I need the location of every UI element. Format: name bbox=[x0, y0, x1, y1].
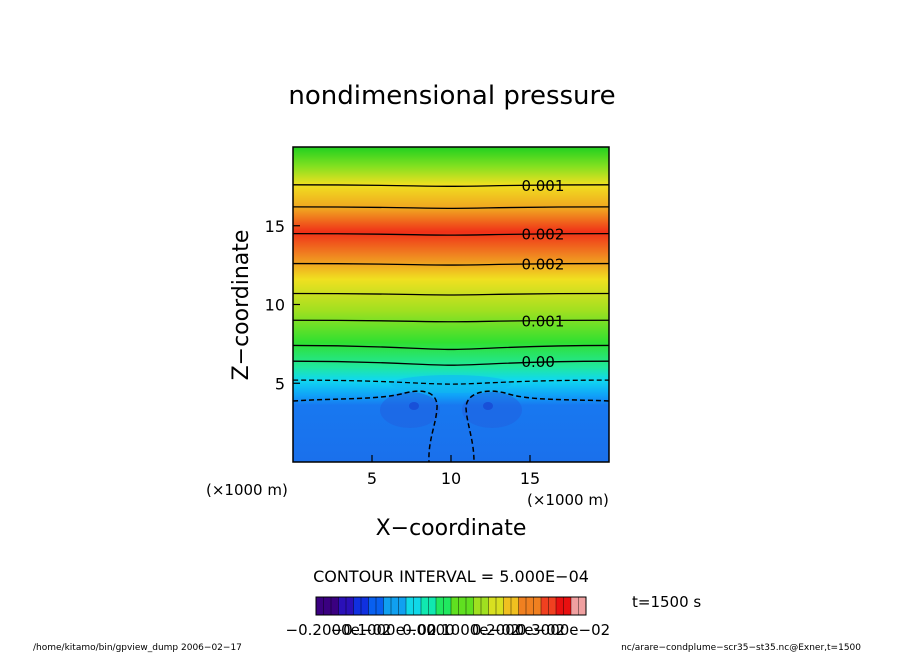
colorbar-tick-label: 0.1000e−02 bbox=[427, 621, 520, 639]
footer-right: nc/arare−condplume−scr35−st35.nc@Exner,t… bbox=[621, 643, 861, 653]
contour-line bbox=[293, 292, 609, 296]
x-tick-label: 5 bbox=[367, 469, 377, 488]
colorbar-cell bbox=[503, 596, 512, 616]
contour-line bbox=[293, 206, 609, 210]
contour-label: 0.00 bbox=[521, 353, 554, 371]
colorbar-frame bbox=[315, 596, 587, 616]
colorbar-cell bbox=[338, 596, 347, 616]
colorbar-cell bbox=[548, 596, 557, 616]
plume-low-blob-right bbox=[462, 392, 522, 428]
colorbar-cell bbox=[315, 596, 325, 616]
plume-core-right bbox=[483, 402, 493, 410]
colorbar-cell bbox=[488, 596, 497, 616]
colorbar-cell bbox=[443, 596, 452, 616]
colorbar-cell bbox=[353, 596, 362, 616]
plume-low-blob-left bbox=[380, 392, 440, 428]
plume-cap-highlight bbox=[391, 375, 511, 393]
z-unit-label: (×1000 m) bbox=[206, 481, 288, 499]
contour-line bbox=[293, 232, 609, 236]
x-tick-label: 15 bbox=[520, 469, 540, 488]
contour-label: 0.002 bbox=[521, 226, 564, 244]
colorbar-cell bbox=[390, 596, 400, 616]
plume-core-left bbox=[409, 402, 419, 410]
colorbar-cell bbox=[495, 596, 505, 616]
colorbar-cell bbox=[510, 596, 520, 616]
contour-label: 0.001 bbox=[521, 177, 564, 195]
colorbar-cell bbox=[450, 596, 460, 616]
colorbar-cell bbox=[435, 596, 445, 616]
colorbar-cell bbox=[570, 596, 580, 616]
colorbar-tick-labels: −0.2000e−02−0.1000e−020.00000.1000e−020.… bbox=[286, 621, 611, 639]
colorbar-cell bbox=[398, 596, 407, 616]
contour-line bbox=[293, 262, 609, 266]
footer-left: /home/kitamo/bin/gpview_dump 2006−02−17 bbox=[33, 643, 242, 653]
contour-line bbox=[293, 319, 609, 323]
colorbar-cell bbox=[540, 596, 550, 616]
colorbar-cell bbox=[555, 596, 565, 616]
y-tick-label: 15 bbox=[265, 217, 285, 236]
colorbar bbox=[315, 596, 587, 616]
contour-field bbox=[293, 147, 609, 462]
axis-ticks: 5 10 15 5 10 15 bbox=[265, 217, 541, 488]
time-label: t=1500 s bbox=[632, 593, 701, 611]
colorbar-cell bbox=[330, 596, 340, 616]
colorbar-cell bbox=[518, 596, 527, 616]
colorbar-tick-label: −0.2000e−02 bbox=[286, 621, 392, 639]
colorbar-cell bbox=[465, 596, 475, 616]
y-tick-label: 10 bbox=[265, 296, 285, 315]
colorbar-cell bbox=[368, 596, 377, 616]
colorbar-cell bbox=[345, 596, 355, 616]
colorbar-cell bbox=[375, 596, 385, 616]
colorbar-tick-label: 0.3000e−02 bbox=[517, 621, 610, 639]
colorbar-tick-label: 0.0000 bbox=[402, 621, 455, 639]
contour-line bbox=[293, 379, 609, 385]
colorbar-cell bbox=[480, 596, 490, 616]
x-tick-label: 10 bbox=[441, 469, 461, 488]
colorbar-cell bbox=[420, 596, 430, 616]
colorbar-tick-label: 0.2000e−02 bbox=[472, 621, 565, 639]
colorbar-cell bbox=[428, 596, 437, 616]
colorbar-cell bbox=[533, 596, 542, 616]
contour-line bbox=[293, 184, 609, 187]
y-tick-label: 5 bbox=[275, 374, 285, 393]
contour-label: 0.001 bbox=[521, 312, 564, 330]
contour-lines bbox=[293, 184, 609, 385]
x-axis-label: X−coordinate bbox=[376, 516, 527, 541]
chart-title: nondimensional pressure bbox=[288, 81, 615, 111]
negative-contour-plume bbox=[293, 390, 609, 462]
contour-line bbox=[293, 344, 609, 351]
colorbar-cell bbox=[383, 596, 392, 616]
colorbar-cell bbox=[413, 596, 422, 616]
colorbar-cell bbox=[360, 596, 370, 616]
contour-label: 0.002 bbox=[521, 256, 564, 274]
colorbar-cell bbox=[323, 596, 332, 616]
y-axis-label: Z−coordinate bbox=[229, 230, 254, 381]
colorbar-cell bbox=[578, 596, 587, 616]
colorbar-cell bbox=[563, 596, 572, 616]
colorbar-cell bbox=[473, 596, 482, 616]
colorbar-cell bbox=[458, 596, 467, 616]
contour-line bbox=[293, 360, 609, 366]
contour-interval-text: CONTOUR INTERVAL = 5.000E−04 bbox=[313, 567, 589, 586]
colorbar-tick-label: −0.1000e−02 bbox=[331, 621, 437, 639]
x-unit-label: (×1000 m) bbox=[527, 491, 609, 509]
contour-labels: 0.001 0.002 0.002 0.001 0.00 bbox=[521, 177, 564, 371]
colorbar-cell bbox=[405, 596, 415, 616]
colorbar-cell bbox=[525, 596, 535, 616]
